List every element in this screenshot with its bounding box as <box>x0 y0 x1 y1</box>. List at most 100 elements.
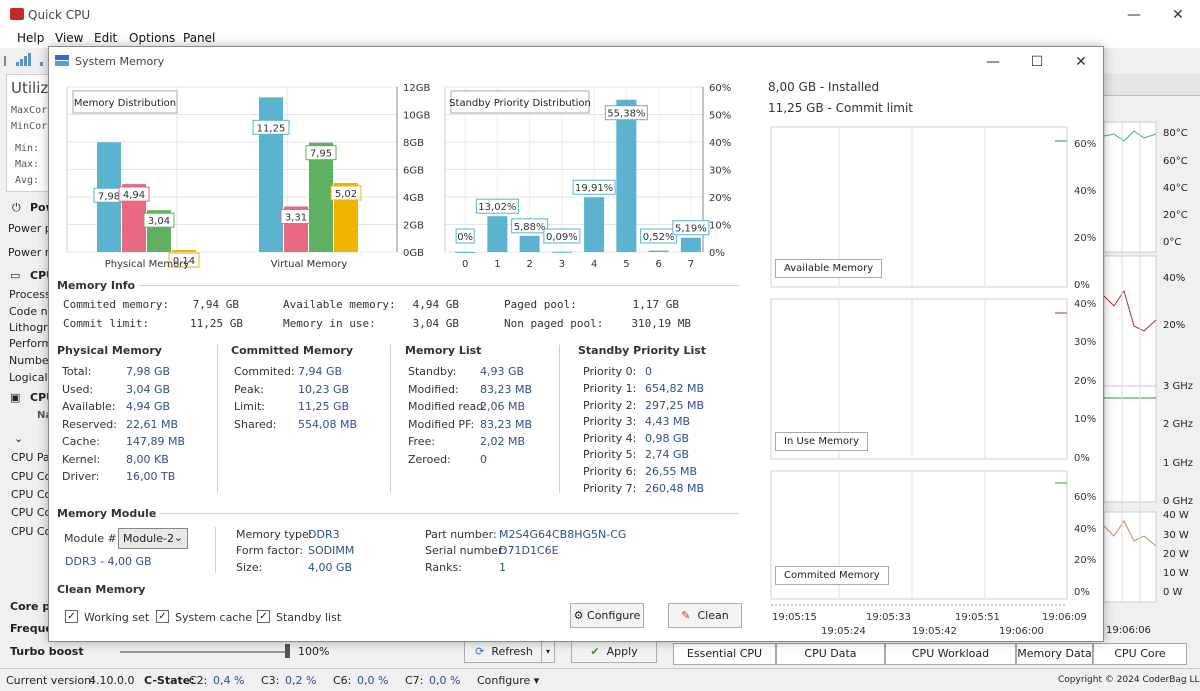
standby-priority-chart: 60% 50% 40% 30% 20% 10% 0% 0% 0 13,02% 1 5,88% 2 0,09… <box>444 83 731 270</box>
graph-tick: 0% <box>1074 453 1090 464</box>
working-set-label: Working set <box>84 611 150 624</box>
memory-list-title: Memory List <box>405 344 482 357</box>
menu-help[interactable]: Help <box>17 31 45 45</box>
menu-view[interactable]: View <box>55 31 84 45</box>
system-cache-checkbox[interactable]: ✓ <box>156 610 169 623</box>
maxcore-label: MaxCor <box>11 105 48 116</box>
apply-button[interactable]: ✔ Apply <box>571 641 657 663</box>
row-value: 2,02 MB <box>480 435 526 448</box>
refresh-dropdown[interactable]: ▾ <box>541 641 555 663</box>
divider <box>217 345 218 493</box>
data-label: 0,52% <box>643 232 675 243</box>
row-value: 26,55 MB <box>645 465 698 478</box>
form-factor-label: Form factor: <box>236 544 303 557</box>
cpu-row: Code na <box>9 305 55 318</box>
checkmark-icon: ✔ <box>590 645 600 658</box>
tab-memory-data[interactable]: Memory Data <box>1016 643 1093 665</box>
graph-tick: 10% <box>1074 414 1097 425</box>
menu-bar: Help View Edit Options Panel <box>0 30 1200 48</box>
temp-tick: 0°C <box>1163 237 1182 248</box>
dialog-maximize-button[interactable]: ☐ <box>1030 54 1044 70</box>
tab-cpu-data-distribution[interactable]: CPU Data Distribution <box>776 643 885 680</box>
pct-tick: 40% <box>1163 273 1186 284</box>
x-tick-label: 1 <box>494 259 500 270</box>
temp-tick: 60°C <box>1163 156 1188 167</box>
data-label: 11,25 <box>257 123 286 134</box>
data-label-box <box>511 218 549 234</box>
w-tick: 0 W <box>1163 587 1183 598</box>
memory-icon <box>55 55 69 66</box>
x-tick-label: Physical Memory <box>105 259 190 270</box>
data-label-box <box>305 145 337 161</box>
bars-icon[interactable] <box>4 52 54 72</box>
chevron-down-icon[interactable]: ⌄ <box>14 432 24 445</box>
configure-menu[interactable]: Configure ▾ <box>477 674 540 687</box>
menu-panel[interactable]: Panel <box>183 31 216 45</box>
chart-title-box <box>450 90 590 114</box>
row-label: Free: <box>408 435 436 448</box>
committed-memory-title: Committed Memory <box>231 344 354 357</box>
time-label: 19:06:06 <box>1106 625 1151 636</box>
x-tick-label: 2 <box>526 259 532 270</box>
tab-cpu-core-parking[interactable]: CPU Core Parking <box>1093 643 1187 680</box>
w-tick: 20 W <box>1163 549 1189 560</box>
data-label: 5,02 <box>335 189 357 200</box>
ghz-tick: 2 GHz <box>1163 419 1194 430</box>
memory-in-use-value: 3,04 GB <box>412 317 459 330</box>
bar <box>309 142 333 252</box>
bar <box>487 216 508 252</box>
turbo-slider-track[interactable] <box>120 651 288 653</box>
clean-button[interactable]: ✎ Clean <box>668 603 742 628</box>
tab-cpu-workload-delegation[interactable]: CPU Workload Delegation <box>885 643 1016 680</box>
data-label: 3,04 <box>148 216 170 227</box>
data-label: 19,91% <box>575 183 613 194</box>
dialog-close-button[interactable]: ✕ <box>1075 54 1087 70</box>
row-value: 11,25 GB <box>298 400 350 413</box>
menu-options[interactable]: Options <box>129 31 176 45</box>
standby-list-label: Standby list <box>276 611 342 624</box>
dialog-minimize-button[interactable]: — <box>986 54 1000 70</box>
standby-list-checkbox[interactable]: ✓ <box>257 610 270 623</box>
c3-value: 0,2 % <box>285 674 317 687</box>
c7-value: 0,0 % <box>429 674 461 687</box>
data-label: 55,38% <box>607 109 645 120</box>
row-label: Priority 6: <box>583 465 637 478</box>
monitor-icon: ▭ <box>10 269 21 282</box>
x-tick-label: 0 <box>462 259 468 270</box>
row-value: 8,00 KB <box>126 453 169 466</box>
bar <box>616 99 637 252</box>
row-value: 83,23 MB <box>480 383 533 396</box>
turbo-slider-thumb[interactable] <box>285 644 290 658</box>
configure-label: Configure <box>587 609 641 622</box>
configure-button[interactable]: ⚙ Configure <box>570 603 644 628</box>
data-label-box <box>672 220 710 236</box>
menu-edit[interactable]: Edit <box>94 31 118 45</box>
module-select[interactable]: Module-2 ⌄ <box>118 528 188 549</box>
clean-memory-title: Clean Memory <box>57 583 146 596</box>
serial-number-value: D71D1C6E <box>499 544 559 557</box>
close-button[interactable]: ✕ <box>1172 7 1184 23</box>
physical-memory-title: Physical Memory <box>57 344 162 357</box>
y-tick-label: 4GB <box>403 193 424 204</box>
x-tick-label: 6 <box>655 259 661 270</box>
pkg-row: CPU Cor <box>11 506 56 519</box>
memory-type-value: DDR3 <box>308 528 340 541</box>
memory-in-use-label: Memory in use: <box>283 317 376 330</box>
y-tick-label: 40% <box>709 138 731 149</box>
working-set-checkbox[interactable]: ✓ <box>65 610 78 623</box>
ghz-tick: 1 GHz <box>1163 458 1194 469</box>
status-bar: Current version: 4.10.0.0 C-State: C2: 0… <box>0 668 1200 691</box>
data-label: 5,88% <box>514 222 546 233</box>
system-memory-dialog: System Memory — ☐ ✕ 12GB 10GB 8GB 6GB 4GB 2GB… <box>48 46 1104 642</box>
c2-label: C2: <box>189 674 208 687</box>
minimize-button[interactable]: — <box>1127 7 1141 23</box>
tab-essential-cpu-data[interactable]: Essential CPU Data <box>673 643 776 680</box>
y-tick-label: 6GB <box>403 166 424 177</box>
frequency-label: Freque <box>10 622 53 635</box>
ranks-label: Ranks: <box>425 561 462 574</box>
x-tick-label: 3 <box>559 259 565 270</box>
graph-tick: 20% <box>1074 555 1097 566</box>
refresh-button[interactable]: ⟳ Refresh <box>464 641 544 663</box>
divider <box>57 285 739 286</box>
commited-memory-label: Commited memory: <box>63 298 169 311</box>
